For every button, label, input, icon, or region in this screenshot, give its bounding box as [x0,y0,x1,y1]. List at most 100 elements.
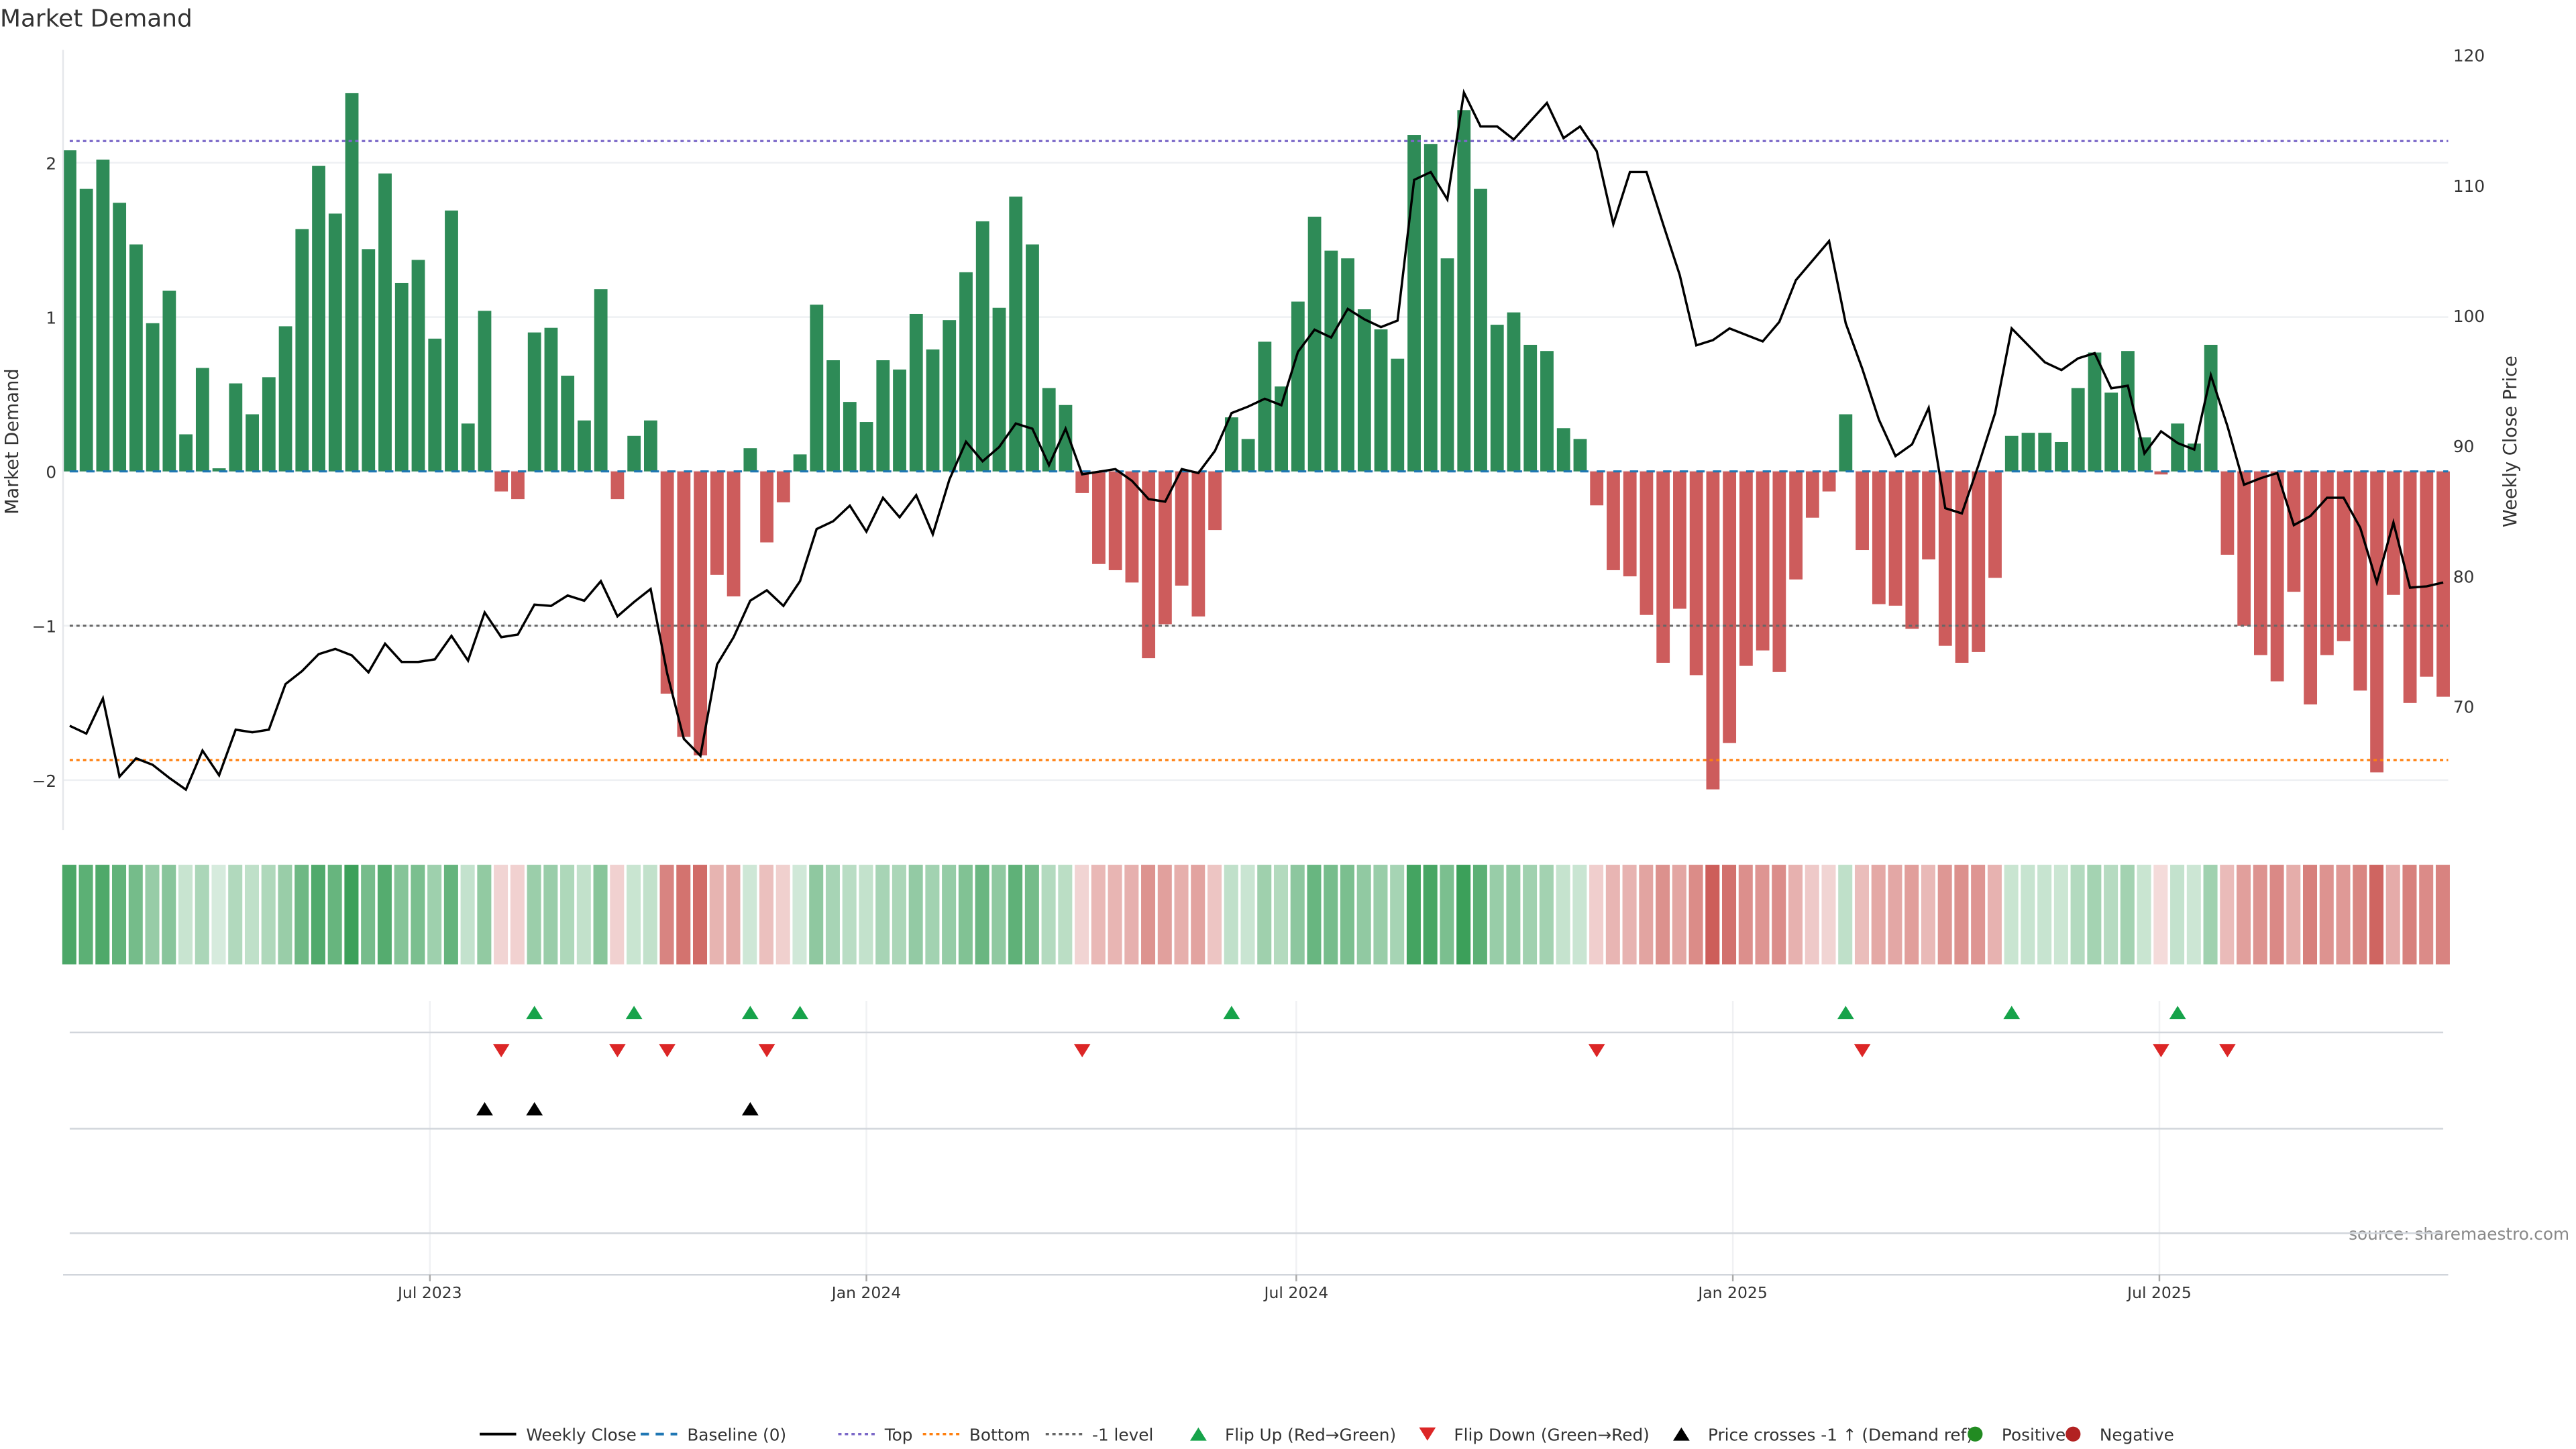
demand-bar [959,272,973,472]
heat-cell [2286,865,2301,965]
demand-bar [1607,471,1620,570]
y2-tick-label: 110 [2453,176,2485,196]
heat-cell [2253,865,2267,965]
heat-cell [394,865,409,965]
heat-cell [1821,865,1836,965]
heat-cell [244,865,259,965]
heat-cell [2070,865,2085,965]
demand-bar [2420,471,2434,677]
heat-cell [261,865,276,965]
demand-bar [627,435,641,472]
heat-cell [991,865,1006,965]
heat-cell [627,865,641,965]
demand-bar [660,471,674,694]
demand-bar [1208,471,1222,531]
flip-down-marker [609,1044,626,1058]
demand-bar [943,320,957,472]
demand-bar [1706,471,1720,790]
heat-cell [2435,865,2450,965]
demand-bar [411,260,425,472]
demand-bar [1772,471,1786,672]
demand-bar [1440,258,1454,472]
demand-bar [179,434,193,472]
heat-cell [1290,865,1305,965]
x-tick-label: Jan 2025 [1697,1283,1768,1302]
heat-cell [494,865,508,965]
demand-bar [1026,244,1039,472]
demand-bar [2171,423,2185,472]
demand-bar [445,210,458,472]
heat-cell [1257,865,1272,965]
heat-cell [543,865,558,965]
heat-cell [1058,865,1073,965]
flip-down-marker [1588,1044,1605,1058]
heat-cell [1572,865,1587,965]
heat-cell [2137,865,2151,965]
heat-cell [211,865,226,965]
demand-bar [743,448,757,472]
demand-bar [1075,471,1089,493]
heat-cell [128,865,143,965]
heat-cell [792,865,807,965]
heat-cell [1639,865,1654,965]
heat-cell [560,865,575,965]
heat-cell [1008,865,1023,965]
y-axis-label: Market Demand [2,368,23,515]
demand-bar [644,420,657,472]
legend-bottom-label: Bottom [969,1426,1030,1445]
heat-cell [576,865,591,965]
demand-bar [544,327,558,472]
demand-bar [2353,471,2367,691]
flip-up-marker [2169,1006,2186,1020]
demand-bar [394,282,409,472]
heat-cell [1788,865,1803,965]
heat-cell [1954,865,1969,965]
heat-cell [743,865,757,965]
demand-bar [1009,197,1023,472]
demand-bar [2386,471,2400,595]
demand-bar [1938,471,1952,646]
heat-cell [610,865,625,965]
heat-cell [1108,865,1122,965]
heat-cell [411,865,425,965]
demand-bar [2055,441,2068,472]
flip-up-marker [741,1006,759,1020]
y2-tick-label: 90 [2453,437,2474,456]
heat-cell [510,865,525,965]
flip-up-marker [2003,1006,2021,1020]
heat-cell [2037,865,2052,965]
heat-cell [1124,865,1139,965]
flip-down-marker [1854,1044,1871,1058]
demand-bar [1258,341,1272,472]
demand-bar [1789,471,1803,580]
demand-bar [610,471,625,500]
heat-cell [228,865,243,965]
heat-cell [709,865,724,965]
demand-bar [1556,428,1570,472]
heat-cell [1141,865,1156,965]
flip-up-marker [1837,1006,1854,1020]
heat-cell [1440,865,1454,965]
heat-cell [2170,865,2185,965]
heat-cell [477,865,492,965]
heat-cell [344,865,359,965]
heat-cell [162,865,176,965]
demand-bar [229,383,243,472]
heat-cell [1273,865,1288,965]
demand-bar [2220,471,2235,555]
heat-cell [2104,865,2118,965]
heat-cell [1157,865,1172,965]
demand-bar [362,249,376,472]
demand-bar [295,229,309,472]
heat-cell [112,865,127,965]
heat-cell [1888,865,1902,965]
legend-price-crosses-1-demand-ref-label: Price crosses -1 ↑ (Demand ref) [1708,1426,1973,1445]
demand-bar [345,93,359,472]
heat-cell [1307,865,1322,965]
flip-down-marker [1073,1044,1091,1058]
demand-bar [1540,351,1554,472]
heat-cell [1688,865,1703,965]
demand-bar [1507,312,1521,472]
demand-bar [1125,471,1139,583]
demand-bar [909,313,923,472]
